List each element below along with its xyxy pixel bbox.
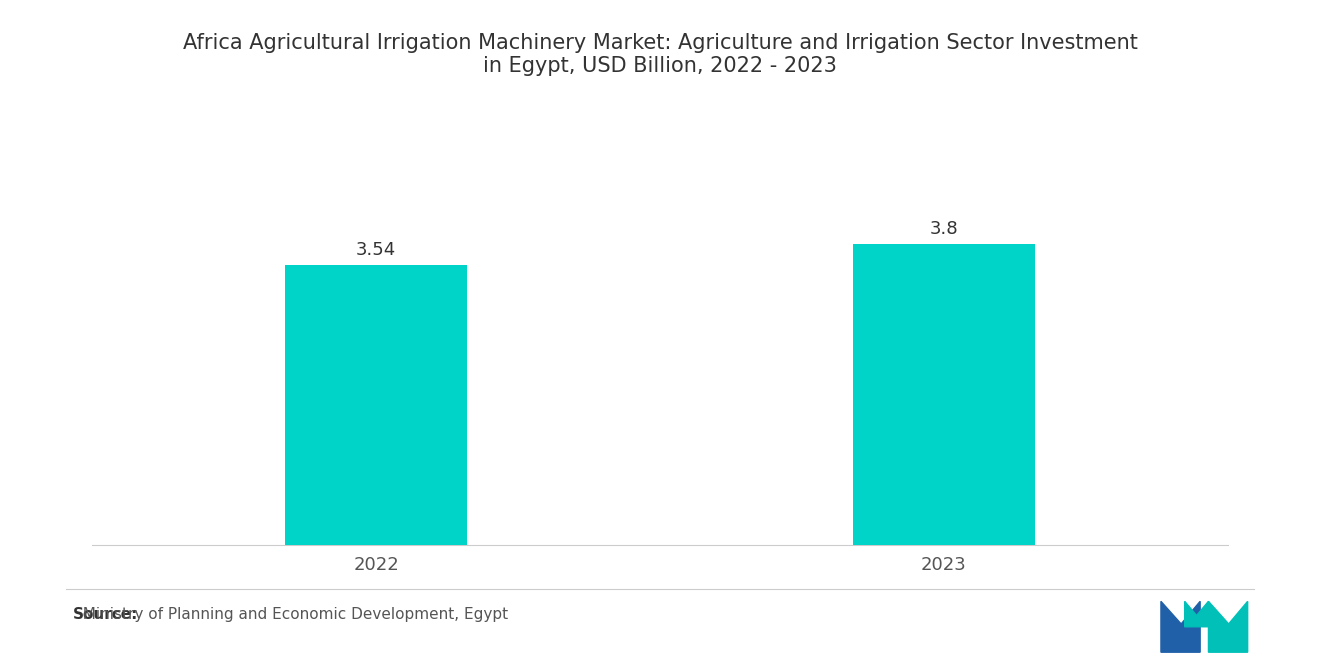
Text: 3.8: 3.8 — [929, 221, 958, 239]
Polygon shape — [1162, 601, 1200, 652]
Text: 3.54: 3.54 — [356, 241, 396, 259]
Text: Africa Agricultural Irrigation Machinery Market: Agriculture and Irrigation Sect: Africa Agricultural Irrigation Machinery… — [182, 33, 1138, 76]
Text: Ministry of Planning and Economic Development, Egypt: Ministry of Planning and Economic Develo… — [73, 606, 508, 622]
Text: Source:: Source: — [73, 606, 139, 622]
Polygon shape — [1209, 601, 1247, 652]
Bar — [853, 244, 1035, 545]
Polygon shape — [1185, 601, 1209, 626]
Bar — [285, 265, 467, 545]
